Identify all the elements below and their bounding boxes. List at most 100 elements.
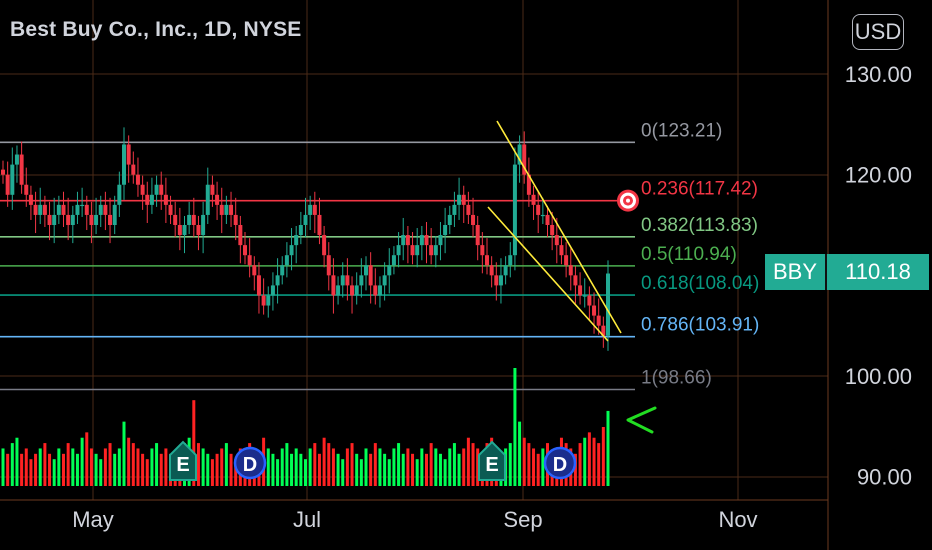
target-ring — [626, 198, 630, 203]
volume-bar — [206, 453, 210, 486]
candle-body — [275, 275, 280, 286]
last-price-tag: BBY 110.18 — [0, 254, 929, 290]
volume-bar — [387, 459, 391, 486]
candle-body — [429, 245, 434, 256]
candle-body — [42, 204, 47, 215]
candle-body — [368, 265, 373, 286]
time-axis-label: Nov — [718, 507, 757, 532]
candle-body — [280, 265, 285, 276]
candle-body — [294, 235, 299, 246]
candle-body — [298, 225, 303, 236]
volume-bar — [89, 448, 93, 486]
price-axis-label: 90.00 — [857, 465, 912, 490]
candle-body — [191, 214, 196, 225]
volume-bar — [378, 448, 382, 486]
candle-body — [28, 194, 33, 205]
volume-bar — [145, 459, 149, 486]
channel-upper-line — [496, 120, 622, 334]
candle-body — [345, 275, 350, 286]
volume-bar — [234, 459, 238, 486]
time-axis-label: Jul — [293, 507, 321, 532]
candle-body — [480, 245, 485, 256]
price-axis-label: 130.00 — [845, 62, 912, 87]
candle-body — [38, 204, 43, 215]
price-axis[interactable]: 130.00 120.00 100.00 90.00 — [845, 62, 912, 490]
candle-body — [531, 194, 536, 205]
fib-level-label: 0.236(117.42) — [641, 179, 758, 200]
candle-body — [289, 245, 294, 256]
candle-body — [373, 285, 378, 296]
volume-bar — [313, 443, 317, 486]
candle-body — [117, 184, 122, 205]
candle-body — [56, 204, 61, 215]
volume-bar — [117, 448, 121, 486]
candle-body — [382, 275, 387, 286]
candle-body — [149, 194, 154, 205]
volume-bar — [34, 453, 38, 486]
candle-body — [466, 204, 471, 215]
volume-bar — [6, 453, 10, 486]
volume-bar — [57, 448, 61, 486]
volume-bar — [75, 453, 79, 486]
candle-body — [5, 174, 10, 195]
volume-bar — [383, 453, 387, 486]
candle-body — [182, 225, 187, 236]
earnings-marker — [478, 440, 506, 481]
candle-body — [578, 285, 583, 296]
currency-button[interactable]: USD — [852, 14, 904, 50]
candle-body — [233, 214, 238, 225]
candle-body — [489, 265, 494, 276]
dividend-marker — [233, 446, 267, 480]
candle-body — [387, 265, 392, 276]
volume-bar — [62, 453, 65, 486]
candle-body — [471, 214, 476, 225]
volume-bar — [350, 443, 354, 486]
candle-body — [601, 325, 606, 336]
falling-wedge-channel[interactable] — [487, 120, 622, 342]
volume-bar — [131, 443, 135, 486]
volume-bar — [304, 459, 307, 486]
volume-bar — [597, 443, 601, 486]
candle-body — [359, 275, 364, 286]
volume-bar — [317, 453, 321, 486]
candle-body — [503, 265, 508, 276]
candle-body — [336, 285, 341, 296]
candle-body — [131, 164, 136, 175]
volume-bar — [322, 437, 326, 486]
volume-bar — [397, 443, 401, 486]
volume-bar — [392, 448, 396, 486]
volume-bar — [94, 453, 98, 486]
candle-body — [522, 144, 527, 175]
candle-body — [187, 214, 192, 225]
earnings-marker — [169, 440, 197, 481]
volume-bar — [276, 459, 280, 486]
volume-bar — [452, 443, 456, 486]
time-axis[interactable]: May Jul Sep Nov — [72, 507, 757, 532]
candle-body — [140, 184, 145, 195]
candle-body — [596, 315, 601, 326]
volume-bar — [373, 443, 377, 486]
candle-body — [536, 204, 541, 215]
volume-bar — [438, 453, 442, 486]
candle-body — [592, 305, 597, 316]
volume-bar — [415, 459, 419, 486]
candle-body — [587, 295, 592, 306]
price-tag-symbol: BBY — [765, 254, 825, 290]
candle-body — [317, 214, 322, 236]
volume-bar — [294, 448, 298, 486]
candle-body — [47, 214, 52, 225]
candle-body — [135, 174, 140, 185]
volume-bar — [401, 453, 405, 486]
candle-body — [89, 214, 94, 225]
volume-bar — [336, 453, 340, 486]
fib-level-label: 1(98.66) — [641, 367, 712, 388]
candle-body — [103, 204, 108, 215]
candle-body — [108, 214, 113, 225]
candle-body — [61, 204, 66, 215]
fib-level-label: 0(123.21) — [641, 120, 722, 141]
candle-body — [112, 204, 117, 225]
candle-body — [322, 235, 327, 256]
candle-body — [415, 245, 420, 256]
